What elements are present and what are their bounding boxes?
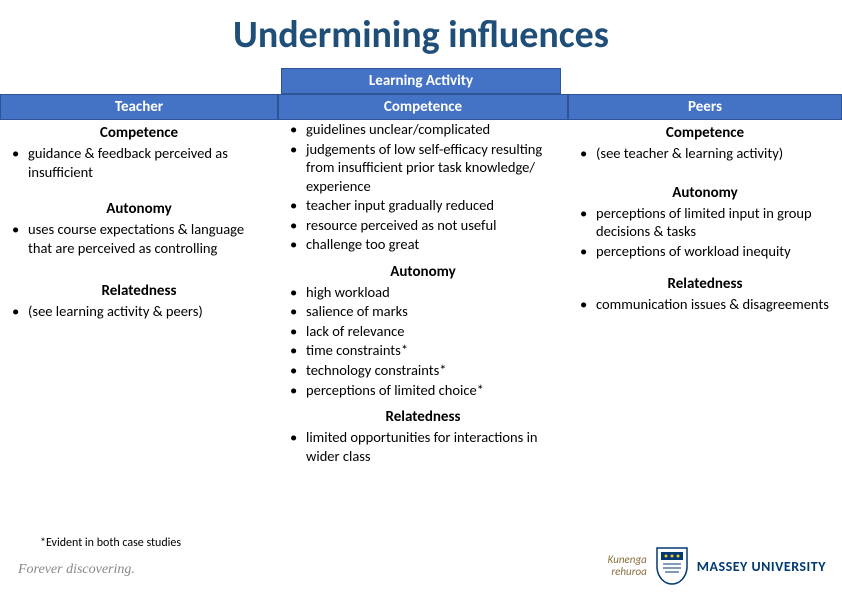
- activity-competence-list: •guidelines unclear/complicated •judgeme…: [278, 120, 568, 259]
- columns-container: Teacher Competence •guidance & feedback …: [0, 94, 842, 470]
- list-item: •perceptions of limited choice*: [288, 381, 558, 400]
- peers-relatedness-subhead: Relatedness: [568, 265, 842, 295]
- teacher-relatedness-list: •(see learning activity & peers): [0, 302, 278, 326]
- list-item: •high workload: [288, 283, 558, 302]
- list-item: •technology constraints*: [288, 361, 558, 380]
- teacher-competence-subhead: Competence: [0, 120, 278, 144]
- crest-icon: [655, 546, 689, 586]
- list-item: •perceptions of workload inequity: [578, 242, 832, 261]
- slide-title: Undermining influences: [0, 12, 842, 58]
- activity-relatedness-subhead: Relatedness: [278, 404, 568, 428]
- activity-competence-header: Competence: [278, 94, 568, 120]
- learning-activity-header: Learning Activity: [281, 68, 561, 94]
- list-item: •salience of marks: [288, 302, 558, 321]
- list-item: •perceptions of limited input in group d…: [578, 204, 832, 241]
- list-item: •(see teacher & learning activity): [578, 144, 832, 163]
- peers-autonomy-subhead: Autonomy: [568, 168, 842, 204]
- list-item: •judgements of low self-efficacy resulti…: [288, 140, 558, 196]
- activity-autonomy-subhead: Autonomy: [278, 259, 568, 283]
- teacher-header: Teacher: [0, 94, 278, 120]
- column-peers: Peers Competence •(see teacher & learnin…: [568, 94, 842, 470]
- peers-competence-list: •(see teacher & learning activity): [568, 144, 842, 168]
- list-item: •time constraints*: [288, 341, 558, 360]
- tagline: Forever discovering.: [18, 562, 135, 578]
- list-item: •resource perceived as not useful: [288, 216, 558, 235]
- column-learning-activity: Competence •guidelines unclear/complicat…: [278, 94, 568, 470]
- list-item: •(see learning activity & peers): [10, 302, 268, 321]
- peers-competence-subhead: Competence: [568, 120, 842, 144]
- list-item: •guidelines unclear/complicated: [288, 120, 558, 139]
- list-item: •limited opportunities for interactions …: [288, 428, 558, 465]
- list-item: •teacher input gradually reduced: [288, 196, 558, 215]
- kunenga-text: Kunenga rehuroa: [608, 554, 647, 578]
- list-item: •guidance & feedback perceived as insuff…: [10, 144, 268, 181]
- list-item: •uses course expectations & language tha…: [10, 220, 268, 257]
- massey-text: MASSEY UNIVERSITY: [697, 558, 826, 575]
- logo-area: Kunenga rehuroa MASSEY UNIVERSITY: [608, 546, 826, 586]
- activity-relatedness-list: •limited opportunities for interactions …: [278, 428, 568, 470]
- teacher-autonomy-list: •uses course expectations & language tha…: [0, 220, 278, 262]
- peers-header: Peers: [568, 94, 842, 120]
- column-teacher: Teacher Competence •guidance & feedback …: [0, 94, 278, 470]
- teacher-autonomy-subhead: Autonomy: [0, 186, 278, 220]
- activity-autonomy-list: •high workload •salience of marks •lack …: [278, 283, 568, 404]
- kunenga-line2: rehuroa: [608, 566, 647, 578]
- footnote: *Evident in both case studies: [40, 536, 181, 550]
- list-item: •communication issues & disagreements: [578, 295, 832, 314]
- peers-relatedness-list: •communication issues & disagreements: [568, 295, 842, 319]
- teacher-competence-list: •guidance & feedback perceived as insuff…: [0, 144, 278, 186]
- list-item: •lack of relevance: [288, 322, 558, 341]
- peers-autonomy-list: •perceptions of limited input in group d…: [568, 204, 842, 266]
- list-item: •challenge too great: [288, 235, 558, 254]
- teacher-relatedness-subhead: Relatedness: [0, 262, 278, 302]
